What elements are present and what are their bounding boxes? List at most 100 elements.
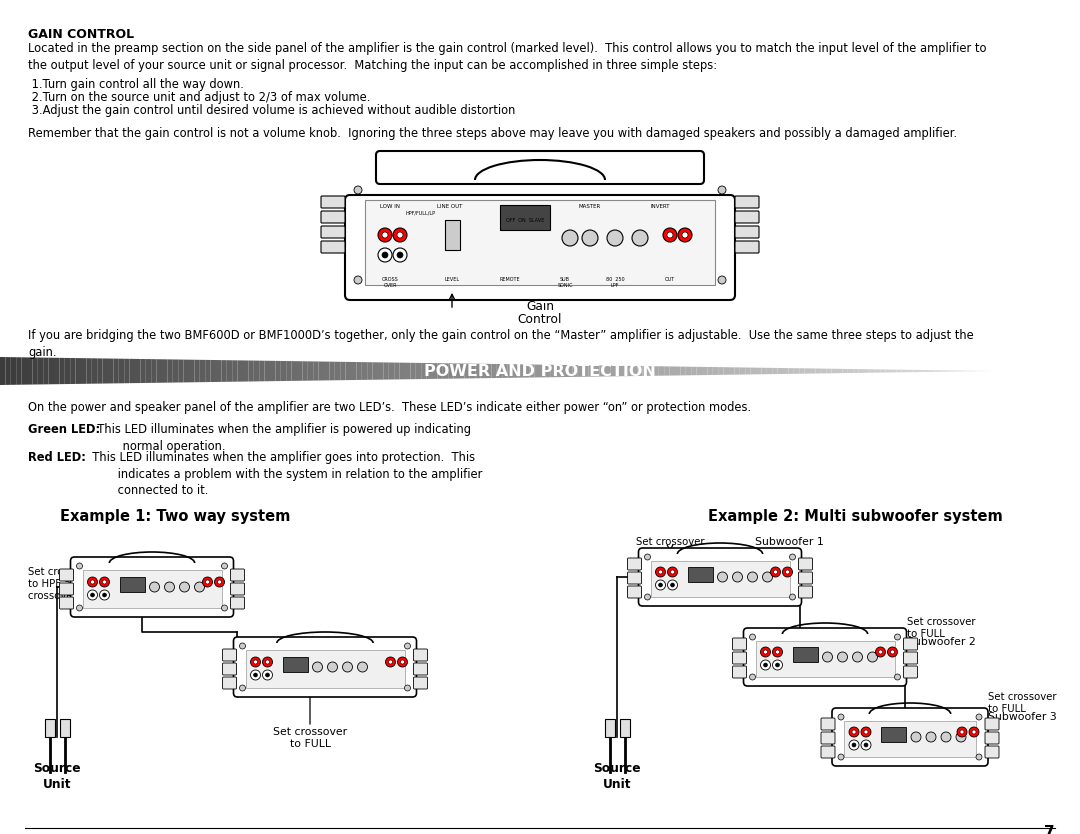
Text: If you are bridging the two BMF600D or BMF1000D’s together, only the gain contro: If you are bridging the two BMF600D or B…: [28, 329, 974, 359]
FancyBboxPatch shape: [732, 652, 746, 664]
Text: Set crossover
to HPF and adjust
crossover point: Set crossover to HPF and adjust crossove…: [28, 567, 118, 601]
Bar: [60, 719, 70, 737]
Polygon shape: [437, 363, 443, 379]
FancyBboxPatch shape: [230, 569, 244, 581]
Polygon shape: [934, 370, 940, 372]
Polygon shape: [945, 370, 950, 372]
Circle shape: [194, 582, 204, 592]
Polygon shape: [221, 360, 227, 382]
FancyBboxPatch shape: [70, 557, 233, 617]
Circle shape: [217, 580, 221, 584]
Polygon shape: [302, 361, 308, 381]
FancyBboxPatch shape: [904, 652, 918, 664]
Polygon shape: [740, 368, 745, 374]
FancyBboxPatch shape: [376, 151, 704, 184]
Polygon shape: [918, 370, 923, 372]
Circle shape: [205, 580, 210, 584]
FancyBboxPatch shape: [743, 628, 906, 686]
Polygon shape: [778, 368, 783, 374]
Text: HPF/FULL/LP: HPF/FULL/LP: [405, 210, 435, 215]
Circle shape: [764, 663, 768, 667]
Polygon shape: [16, 357, 22, 384]
Polygon shape: [243, 360, 248, 382]
Bar: [500, 205, 550, 230]
Polygon shape: [605, 365, 610, 376]
Polygon shape: [713, 367, 718, 375]
Circle shape: [389, 660, 392, 664]
Circle shape: [852, 743, 856, 747]
Polygon shape: [842, 369, 848, 373]
Text: OFF  ON  SLAVE: OFF ON SLAVE: [505, 218, 544, 223]
Circle shape: [671, 570, 675, 574]
Polygon shape: [481, 364, 486, 379]
Polygon shape: [626, 366, 632, 376]
Polygon shape: [459, 364, 464, 379]
FancyBboxPatch shape: [735, 196, 759, 208]
Polygon shape: [940, 370, 945, 372]
Circle shape: [764, 650, 768, 654]
Text: 1.Turn gain control all the way down.: 1.Turn gain control all the way down.: [28, 78, 244, 91]
Circle shape: [838, 754, 843, 760]
Polygon shape: [497, 364, 502, 378]
Circle shape: [386, 657, 395, 667]
Circle shape: [405, 685, 410, 691]
Polygon shape: [470, 364, 475, 379]
FancyBboxPatch shape: [59, 597, 73, 609]
Circle shape: [103, 593, 107, 597]
Circle shape: [888, 647, 897, 657]
Polygon shape: [491, 364, 497, 378]
Polygon shape: [92, 359, 97, 384]
Circle shape: [382, 252, 388, 258]
Polygon shape: [184, 359, 189, 383]
Polygon shape: [632, 366, 637, 376]
Text: MASTER: MASTER: [579, 204, 602, 209]
Circle shape: [838, 714, 843, 720]
Circle shape: [663, 228, 677, 242]
Circle shape: [354, 186, 362, 194]
Polygon shape: [38, 358, 43, 384]
FancyBboxPatch shape: [904, 666, 918, 678]
Circle shape: [659, 570, 662, 574]
Circle shape: [969, 727, 978, 737]
Polygon shape: [815, 369, 821, 374]
Polygon shape: [313, 361, 319, 380]
Polygon shape: [524, 364, 529, 378]
Polygon shape: [254, 360, 259, 381]
Text: Located in the preamp section on the side panel of the amplifier is the gain con: Located in the preamp section on the sid…: [28, 42, 986, 72]
FancyBboxPatch shape: [345, 195, 735, 300]
Circle shape: [99, 577, 109, 587]
Circle shape: [718, 186, 726, 194]
Polygon shape: [454, 364, 459, 379]
Circle shape: [179, 582, 189, 592]
Text: On the power and speaker panel of the amplifier are two LED’s.  These LED’s indi: On the power and speaker panel of the am…: [28, 401, 751, 414]
Polygon shape: [594, 365, 599, 377]
Polygon shape: [616, 365, 621, 376]
Polygon shape: [5, 357, 11, 385]
Text: Source
Unit: Source Unit: [33, 762, 81, 791]
Polygon shape: [394, 363, 400, 379]
Polygon shape: [691, 367, 697, 375]
Bar: [793, 647, 818, 662]
Polygon shape: [535, 364, 540, 378]
Circle shape: [378, 228, 392, 242]
Text: POWER AND PROTECTION: POWER AND PROTECTION: [424, 364, 656, 379]
Polygon shape: [907, 369, 913, 372]
Circle shape: [678, 228, 692, 242]
Circle shape: [785, 570, 789, 574]
Polygon shape: [562, 365, 567, 377]
Circle shape: [221, 605, 228, 611]
Bar: [843, 721, 976, 757]
Polygon shape: [589, 365, 594, 377]
Circle shape: [397, 657, 407, 667]
Circle shape: [976, 754, 982, 760]
Polygon shape: [659, 366, 664, 376]
Circle shape: [941, 732, 951, 742]
Circle shape: [770, 567, 781, 577]
Polygon shape: [113, 359, 119, 384]
Circle shape: [77, 605, 82, 611]
Bar: [45, 719, 55, 737]
FancyBboxPatch shape: [321, 211, 345, 223]
FancyBboxPatch shape: [59, 569, 73, 581]
Text: INVERT: INVERT: [650, 204, 670, 209]
Polygon shape: [621, 366, 626, 376]
